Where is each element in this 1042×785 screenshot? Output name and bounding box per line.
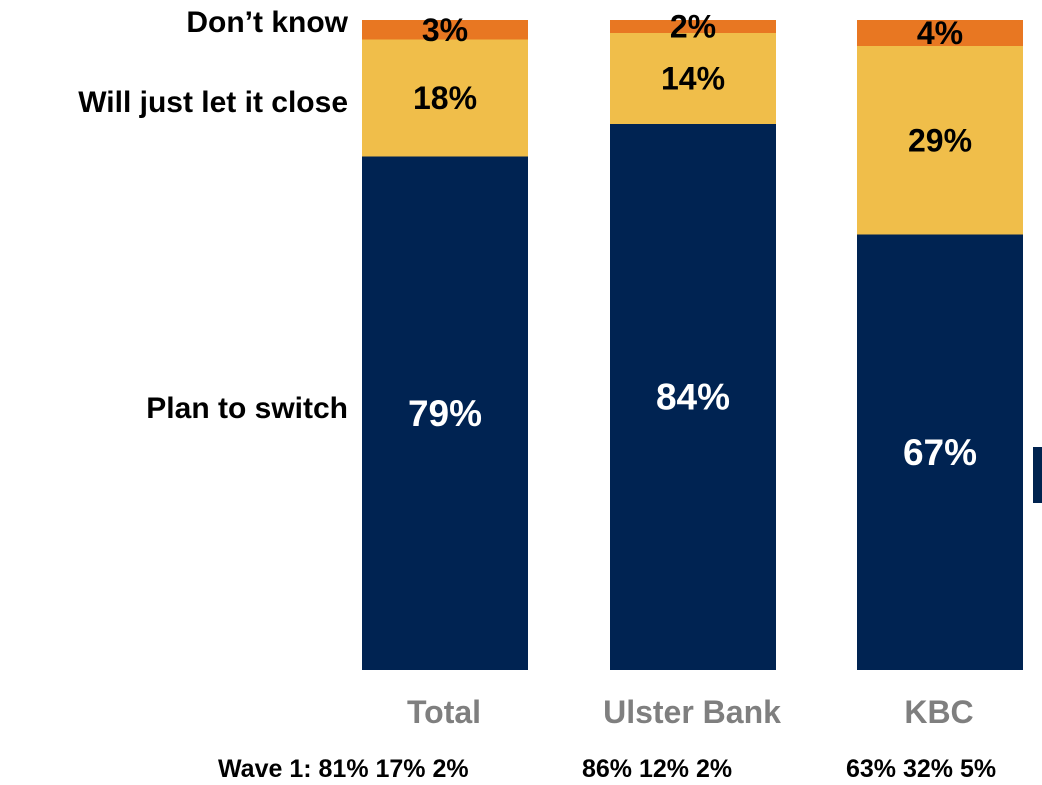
bar-segment-2-0: [362, 20, 528, 40]
accent-mark: [1033, 447, 1042, 503]
data-label-1-2: 29%: [908, 122, 972, 158]
data-label-0-0: 79%: [408, 393, 482, 434]
bar-segment-1-0: [362, 39, 528, 157]
category-label-total: Total: [406, 694, 482, 730]
data-label-1-0: 18%: [413, 80, 477, 116]
bar-segment-0-2: [857, 234, 1023, 670]
category-label-kbc: KBC: [904, 694, 974, 730]
wave1-ulster-bank: 86% 12% 2%: [582, 755, 733, 783]
bar-segment-1-2: [857, 46, 1023, 235]
bar-segment-1-1: [610, 33, 776, 124]
wave1-total-values: 81% 17% 2%: [318, 755, 469, 783]
category-label-ulster-bank: Ulster Bank: [603, 694, 781, 730]
legend-label-dont-know: Don’t know: [186, 6, 348, 39]
legend-label-plan-switch: Plan to switch: [146, 392, 348, 425]
bar-segment-2-1: [610, 20, 776, 33]
data-label-2-0: 3%: [422, 12, 468, 48]
wave1-prefix: Wave 1:: [218, 755, 312, 783]
bar-segment-0-0: [362, 156, 528, 670]
wave1-total: Wave 1: 81% 17% 2%: [218, 755, 469, 784]
data-label-0-2: 67%: [903, 432, 977, 473]
legend-label-let-close: Will just let it close: [78, 86, 348, 119]
data-label-1-1: 14%: [661, 61, 725, 97]
data-label-2-2: 4%: [917, 15, 963, 51]
bar-segment-2-2: [857, 20, 1023, 46]
data-label-2-1: 2%: [670, 9, 716, 45]
wave1-kbc: 63% 32% 5%: [846, 755, 997, 783]
data-label-0-1: 84%: [656, 377, 730, 418]
bar-segment-0-1: [610, 124, 776, 670]
